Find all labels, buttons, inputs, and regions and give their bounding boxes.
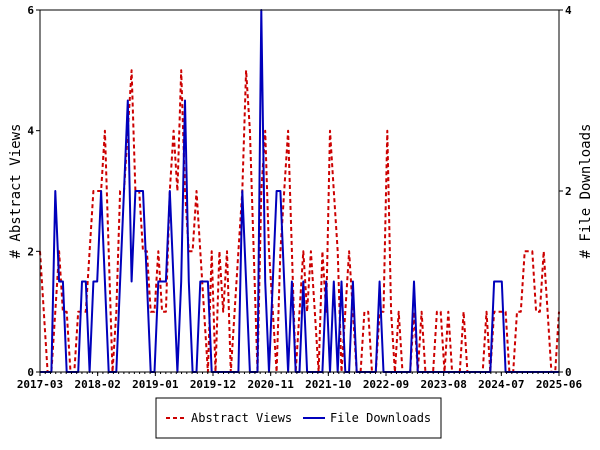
y-tick-label: 0 bbox=[27, 366, 34, 379]
x-tick-label: 2018-02 bbox=[74, 378, 120, 391]
x-tick-label: 2017-03 bbox=[17, 378, 63, 391]
legend-label-abstract-views: Abstract Views bbox=[191, 411, 292, 425]
x-tick-label: 2019-01 bbox=[132, 378, 179, 391]
x-tick-label: 2024-07 bbox=[478, 378, 524, 391]
legend-box bbox=[155, 397, 442, 439]
y2-tick-label: 2 bbox=[565, 185, 572, 198]
x-tick-label: 2023-08 bbox=[420, 378, 466, 391]
y-tick-label: 6 bbox=[27, 4, 34, 17]
x-tick-label: 2021-10 bbox=[305, 378, 351, 391]
y-tick-label: 4 bbox=[27, 125, 34, 138]
y2-tick-label: 0 bbox=[565, 366, 572, 379]
y2-tick-label: 4 bbox=[565, 4, 572, 17]
x-tick-label: 2019-12 bbox=[190, 378, 236, 391]
x-tick-label: 2025-06 bbox=[536, 378, 583, 391]
axis-layer: 2017-03 2018-02 2019-01 2019-12 2020-11 2021-… bbox=[17, 4, 583, 391]
y2-axis-title: # File Downloads bbox=[578, 124, 594, 259]
y-tick-label: 2 bbox=[27, 245, 34, 258]
x-tick-label: 2020-11 bbox=[247, 378, 294, 391]
x-tick-label: 2022-09 bbox=[363, 378, 409, 391]
legend: Abstract Views File Downloads bbox=[155, 397, 442, 439]
legend-label-file-downloads: File Downloads bbox=[330, 411, 431, 425]
y-axis-title: # Abstract Views bbox=[8, 124, 24, 259]
